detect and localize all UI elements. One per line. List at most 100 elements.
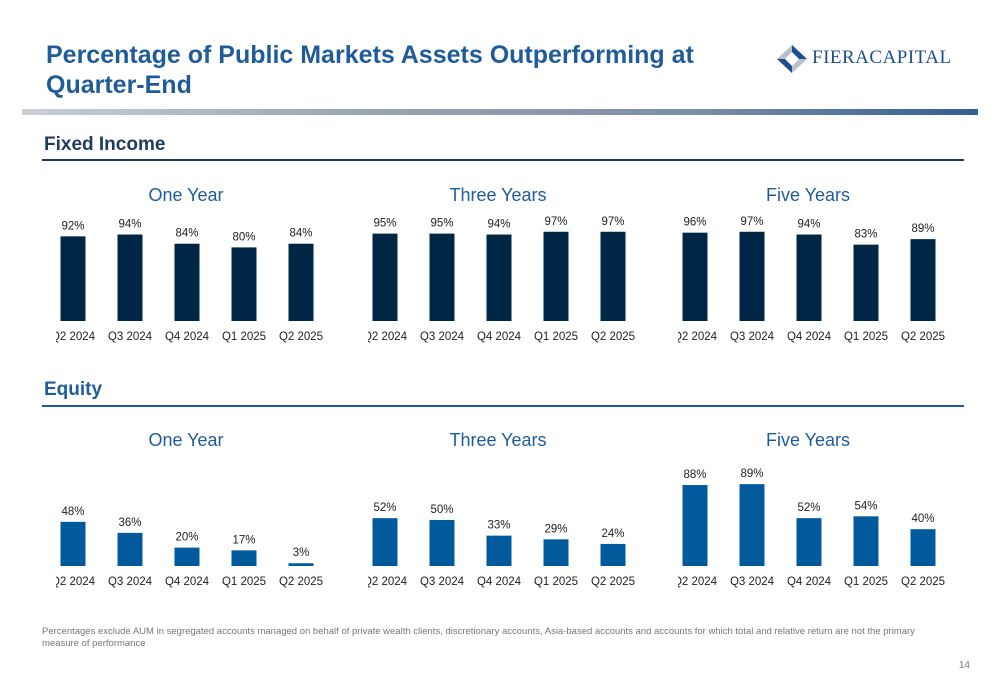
bar	[60, 521, 86, 566]
bar	[600, 543, 626, 566]
bar	[231, 247, 257, 321]
bar	[117, 234, 143, 321]
x-tick-label: Q2 2025	[591, 576, 635, 588]
x-tick-label: Q2 2024	[56, 331, 96, 343]
x-tick-label: Q1 2025	[844, 576, 888, 588]
x-tick-label: Q1 2025	[844, 331, 888, 343]
bar	[543, 231, 569, 321]
data-label: 95%	[430, 218, 453, 230]
data-label: 83%	[854, 229, 877, 241]
logo-text: FIERACAPITAL	[812, 47, 952, 68]
x-tick-label: Q1 2025	[222, 331, 266, 343]
data-label: 84%	[175, 228, 198, 240]
chart-title: Three Years	[449, 185, 547, 205]
bar	[853, 244, 879, 321]
data-label: 92%	[61, 220, 84, 232]
bar	[796, 234, 822, 321]
chart-equity-one-year: One Year 48% Q2 2024 36% Q3 2024 20% Q4 2024 1…	[56, 430, 356, 600]
x-tick-label: Q3 2024	[108, 576, 153, 588]
data-label: 40%	[911, 513, 934, 525]
x-tick-label: Q3 2024	[420, 576, 465, 588]
x-tick-label: Q4 2024	[787, 576, 832, 588]
chart-title: One Year	[148, 185, 224, 205]
bar-plot: 52% Q2 2024 50% Q3 2024 33% Q4 2024 29% Q1 2025…	[368, 502, 635, 588]
x-tick-label: Q2 2024	[368, 331, 408, 343]
bar-plot: 95% Q2 2024 95% Q3 2024 94% Q4 2024 97% Q1 2025…	[368, 216, 635, 343]
data-label: 20%	[175, 532, 198, 544]
chart-fixed-income-one-year: One Year 92% Q2 2024 94% Q3 2024 84% Q4 2024 8…	[56, 185, 356, 355]
page-number: 14	[958, 660, 970, 671]
chart-title: Five Years	[765, 430, 851, 450]
x-tick-label: Q2 2024	[368, 576, 408, 588]
data-label: 97%	[601, 216, 624, 228]
bar	[600, 231, 626, 321]
x-tick-label: Q4 2024	[477, 576, 522, 588]
bar	[682, 232, 708, 321]
bar	[372, 518, 398, 566]
data-label: 33%	[487, 520, 510, 532]
data-label: 94%	[797, 219, 820, 231]
data-label: 97%	[740, 216, 763, 228]
bar	[739, 484, 765, 566]
data-label: 52%	[373, 502, 396, 514]
x-tick-label: Q4 2024	[477, 331, 522, 343]
bar	[796, 518, 822, 566]
bar	[117, 532, 143, 566]
bar	[60, 236, 86, 321]
data-label: 54%	[854, 500, 877, 512]
chart-title: Five Years	[765, 185, 851, 205]
x-tick-label: Q2 2024	[56, 576, 96, 588]
x-tick-label: Q2 2025	[901, 576, 945, 588]
data-label: 94%	[487, 219, 510, 231]
bar	[486, 535, 512, 566]
data-label: 89%	[740, 468, 763, 480]
bar-plot: 48% Q2 2024 36% Q3 2024 20% Q4 2024 17% Q1 2025…	[56, 506, 323, 588]
bar	[739, 231, 765, 321]
chart-title: Three Years	[449, 430, 547, 450]
data-label: 88%	[683, 469, 706, 481]
footnote: Percentages exclude AUM in segregated ac…	[42, 626, 915, 649]
bar	[288, 243, 314, 321]
x-tick-label: Q1 2025	[534, 576, 578, 588]
bar	[853, 516, 879, 566]
bar	[231, 550, 257, 566]
page-title: Percentage of Public Markets Assets Outp…	[46, 41, 694, 99]
chart-equity-five-years: Five Years 88% Q2 2024 89% Q3 2024 52% Q4 202…	[678, 430, 978, 600]
data-label: 94%	[118, 219, 141, 231]
company-logo: FIERACAPITAL	[776, 44, 956, 74]
x-tick-label: Q1 2025	[534, 331, 578, 343]
data-label: 97%	[544, 216, 567, 228]
x-tick-label: Q2 2024	[678, 331, 718, 343]
section-divider-fixed-income	[42, 159, 964, 161]
x-tick-label: Q3 2024	[108, 331, 153, 343]
data-label: 36%	[118, 517, 141, 529]
chart-equity-three-years: Three Years 52% Q2 2024 50% Q3 2024 33% Q4 20…	[368, 430, 668, 600]
chart-title: One Year	[148, 430, 224, 450]
data-label: 84%	[289, 228, 312, 240]
x-tick-label: Q3 2024	[420, 331, 465, 343]
x-tick-label: Q1 2025	[222, 576, 266, 588]
data-label: 95%	[373, 218, 396, 230]
bar	[372, 233, 398, 321]
data-label: 24%	[601, 528, 624, 540]
bar	[288, 563, 314, 566]
x-tick-label: Q3 2024	[730, 576, 775, 588]
x-tick-label: Q4 2024	[165, 576, 210, 588]
x-tick-label: Q2 2025	[279, 331, 323, 343]
x-tick-label: Q3 2024	[730, 331, 775, 343]
data-label: 29%	[544, 523, 567, 535]
data-label: 3%	[293, 547, 310, 559]
x-tick-label: Q4 2024	[165, 331, 210, 343]
data-label: 52%	[797, 502, 820, 514]
chart-fixed-income-five-years: Five Years 96% Q2 2024 97% Q3 2024 94% Q4 202…	[678, 185, 978, 355]
bar	[682, 485, 708, 566]
bar-plot: 92% Q2 2024 94% Q3 2024 84% Q4 2024 80% Q1 2025…	[56, 219, 323, 343]
bar-plot: 88% Q2 2024 89% Q3 2024 52% Q4 2024 54% Q1 2025…	[678, 468, 945, 588]
data-label: 96%	[683, 217, 706, 229]
data-label: 17%	[232, 534, 255, 546]
x-tick-label: Q4 2024	[787, 331, 832, 343]
bar	[174, 243, 200, 321]
logo-diamond-icon	[777, 45, 807, 73]
bar-plot: 96% Q2 2024 97% Q3 2024 94% Q4 2024 83% Q1 2025…	[678, 216, 945, 343]
chart-fixed-income-three-years: Three Years 95% Q2 2024 95% Q3 2024 94% Q4 20…	[368, 185, 668, 355]
